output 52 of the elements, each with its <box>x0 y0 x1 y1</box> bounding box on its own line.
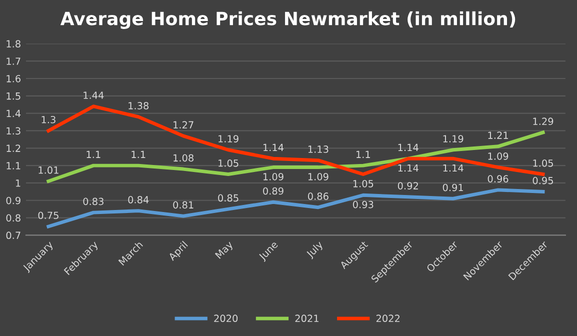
data-label: 0.86 <box>308 192 328 200</box>
data-label: 1.05 <box>218 159 238 167</box>
data-label: 1.14 <box>263 144 284 152</box>
data-label: 0.92 <box>398 182 418 190</box>
data-label: 0.85 <box>218 194 238 202</box>
data-label: 1.09 <box>263 173 284 180</box>
data-label: 1.19 <box>218 135 238 142</box>
data-label: 1.29 <box>533 118 554 126</box>
data-label: 1.01 <box>38 166 58 174</box>
y-tick-label: 0.9 <box>6 196 20 204</box>
y-tick-label: 1.2 <box>6 144 20 152</box>
y-tick-label: 1.7 <box>6 58 20 65</box>
data-label: 1.13 <box>308 146 328 153</box>
data-label: 1.3 <box>42 116 56 124</box>
data-label: 0.81 <box>173 201 194 209</box>
data-label: 0.93 <box>352 200 374 208</box>
data-label: 1.09 <box>308 173 328 180</box>
data-label: 0.96 <box>488 175 508 182</box>
y-tick-label: 1.5 <box>6 92 20 100</box>
data-label: 1.19 <box>443 135 464 142</box>
data-label: 0.75 <box>38 212 58 220</box>
chart-title: Average Home Prices Newmarket (in million) <box>60 11 516 29</box>
data-label: 1.21 <box>488 132 508 139</box>
data-label: 0.95 <box>532 176 553 184</box>
data-label: 0.84 <box>128 196 149 204</box>
data-label: 1.38 <box>128 102 149 110</box>
y-tick-label: 1.8 <box>6 40 20 48</box>
data-label: 1.09 <box>488 152 508 160</box>
y-tick-label: 0.8 <box>6 214 20 222</box>
legend-label: 2021 <box>295 314 318 322</box>
data-label: 1.27 <box>174 121 194 128</box>
data-label: 0.83 <box>83 198 104 206</box>
data-label: 1.1 <box>132 150 146 158</box>
data-label: 0.89 <box>263 187 284 195</box>
y-tick-label: 0.7 <box>6 232 20 240</box>
legend-label: 2020 <box>214 314 238 322</box>
y-tick-label: 1.6 <box>6 74 20 82</box>
data-label: 1.1 <box>86 150 100 158</box>
data-label: 1.05 <box>353 180 374 188</box>
data-label: 0.91 <box>442 184 463 192</box>
y-tick-label: 1.3 <box>6 127 20 135</box>
data-label: 1.05 <box>533 159 553 167</box>
y-tick-label: 1 <box>16 180 20 187</box>
data-label: 1.1 <box>356 150 370 158</box>
y-tick-label: 1.1 <box>6 162 20 170</box>
data-label: 1.14 <box>443 164 464 172</box>
data-label: 1.44 <box>84 92 104 99</box>
y-tick-label: 1.4 <box>6 110 21 118</box>
legend-label: 2022 <box>376 314 400 322</box>
data-label: 1.08 <box>174 154 194 162</box>
data-label: 1.14 <box>398 144 418 152</box>
data-label: 1.14 <box>398 164 418 172</box>
